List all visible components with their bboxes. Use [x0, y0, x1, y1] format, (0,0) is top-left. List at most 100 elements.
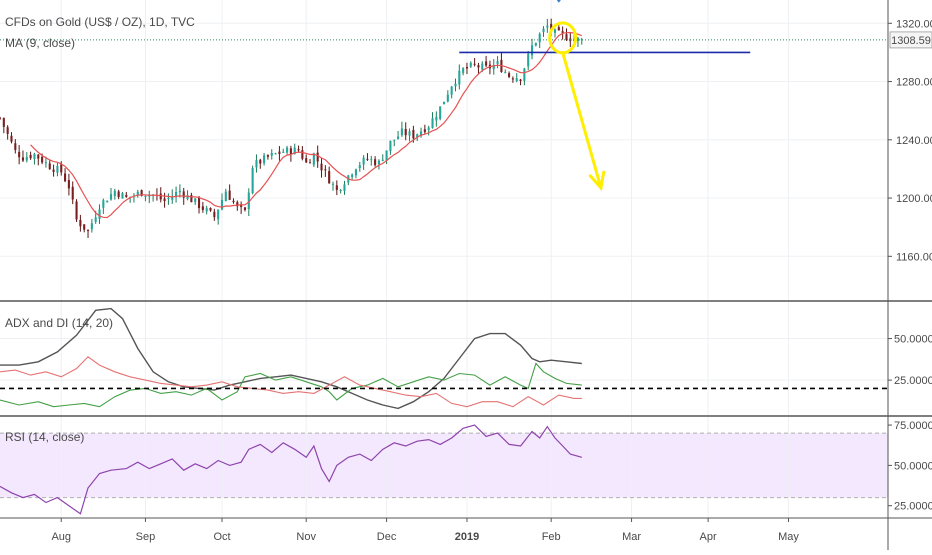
candle-body[interactable] — [136, 191, 139, 195]
candle-body[interactable] — [56, 165, 59, 173]
candle-body[interactable] — [576, 38, 580, 42]
candle-body[interactable] — [60, 164, 63, 173]
candle-body[interactable] — [41, 156, 44, 163]
candle-body[interactable] — [197, 197, 201, 209]
candle-body[interactable] — [25, 157, 28, 161]
candle-body[interactable] — [416, 134, 419, 138]
candle-body[interactable] — [312, 153, 315, 165]
candle-body[interactable] — [565, 34, 568, 40]
candle-body[interactable] — [542, 28, 545, 33]
candle-body[interactable] — [37, 154, 40, 159]
candle-body[interactable] — [370, 159, 373, 161]
candle-body[interactable] — [450, 86, 453, 95]
candle-body[interactable] — [48, 163, 51, 170]
candle-body[interactable] — [213, 211, 216, 218]
candle-body[interactable] — [504, 72, 507, 74]
candle-body[interactable] — [511, 78, 514, 80]
candle-body[interactable] — [527, 53, 530, 67]
candle-body[interactable] — [201, 206, 204, 210]
candle-body[interactable] — [354, 169, 358, 176]
candle-body[interactable] — [550, 23, 553, 31]
candle-body[interactable] — [167, 198, 170, 200]
candle-body[interactable] — [171, 196, 174, 200]
candle-body[interactable] — [18, 151, 21, 158]
candle-body[interactable] — [408, 131, 411, 136]
candle-body[interactable] — [351, 174, 354, 178]
candle-body[interactable] — [175, 191, 178, 197]
candle-body[interactable] — [553, 29, 557, 33]
candle-body[interactable] — [71, 186, 74, 200]
candle-body[interactable] — [385, 150, 388, 161]
candle-body[interactable] — [308, 162, 312, 164]
candle-body[interactable] — [557, 27, 560, 31]
candle-body[interactable] — [282, 151, 285, 153]
candle-body[interactable] — [458, 70, 461, 85]
candle-body[interactable] — [377, 160, 380, 165]
candle-body[interactable] — [328, 171, 331, 184]
candle-body[interactable] — [324, 169, 327, 171]
candle-body[interactable] — [243, 207, 247, 210]
candle-body[interactable] — [209, 207, 212, 211]
candle-body[interactable] — [90, 223, 93, 230]
candle-body[interactable] — [446, 94, 449, 102]
candle-body[interactable] — [289, 148, 292, 155]
blue-down-arrow-icon[interactable] — [547, 0, 571, 3]
candle-body[interactable] — [297, 149, 300, 151]
candle-body[interactable] — [481, 63, 484, 70]
candle-body[interactable] — [546, 25, 549, 28]
candle-body[interactable] — [561, 31, 564, 33]
candle-body[interactable] — [423, 129, 426, 133]
candle-body[interactable] — [228, 190, 231, 200]
candle-body[interactable] — [404, 128, 407, 136]
candle-body[interactable] — [412, 129, 415, 139]
drawing-annotations[interactable] — [459, 0, 751, 192]
candle-body[interactable] — [270, 152, 273, 156]
candle-body[interactable] — [320, 163, 323, 171]
candle-body[interactable] — [266, 155, 269, 157]
candle-body[interactable] — [190, 195, 193, 203]
candle-body[interactable] — [473, 63, 476, 65]
candle-body[interactable] — [439, 106, 442, 119]
candle-body[interactable] — [358, 165, 361, 169]
candle-body[interactable] — [477, 65, 480, 68]
candle-body[interactable] — [232, 200, 235, 203]
candle-body[interactable] — [33, 153, 36, 159]
candle-body[interactable] — [79, 219, 82, 227]
candle-body[interactable] — [10, 135, 13, 142]
candle-body[interactable] — [301, 150, 304, 159]
candle-body[interactable] — [278, 151, 281, 154]
candle-body[interactable] — [496, 61, 499, 64]
candle-body[interactable] — [159, 193, 162, 200]
candle-body[interactable] — [274, 153, 277, 155]
candle-body[interactable] — [286, 147, 289, 153]
candle-body[interactable] — [374, 159, 377, 166]
candle-body[interactable] — [247, 192, 250, 209]
candle-body[interactable] — [140, 190, 143, 196]
candle-body[interactable] — [113, 190, 116, 197]
candle-body[interactable] — [316, 152, 319, 162]
candle-body[interactable] — [205, 208, 208, 212]
candle-body[interactable] — [397, 136, 400, 139]
rsi-pane[interactable] — [0, 424, 582, 515]
candle-body[interactable] — [21, 157, 25, 161]
candle-body[interactable] — [515, 78, 518, 82]
candle-body[interactable] — [366, 158, 369, 160]
candle-body[interactable] — [431, 118, 434, 128]
candle-body[interactable] — [580, 39, 583, 41]
candle-body[interactable] — [462, 68, 465, 73]
candle-body[interactable] — [492, 64, 495, 70]
candle-body[interactable] — [508, 73, 511, 77]
candle-body[interactable] — [339, 189, 342, 192]
candle-body[interactable] — [220, 199, 224, 210]
candle-body[interactable] — [86, 229, 90, 231]
candle-body[interactable] — [75, 201, 78, 220]
candle-body[interactable] — [125, 194, 128, 197]
candle-body[interactable] — [362, 157, 365, 165]
candle-body[interactable] — [186, 195, 189, 200]
candle-body[interactable] — [534, 42, 537, 46]
candle-body[interactable] — [293, 147, 296, 155]
candle-body[interactable] — [259, 159, 262, 164]
candle-body[interactable] — [523, 68, 526, 81]
